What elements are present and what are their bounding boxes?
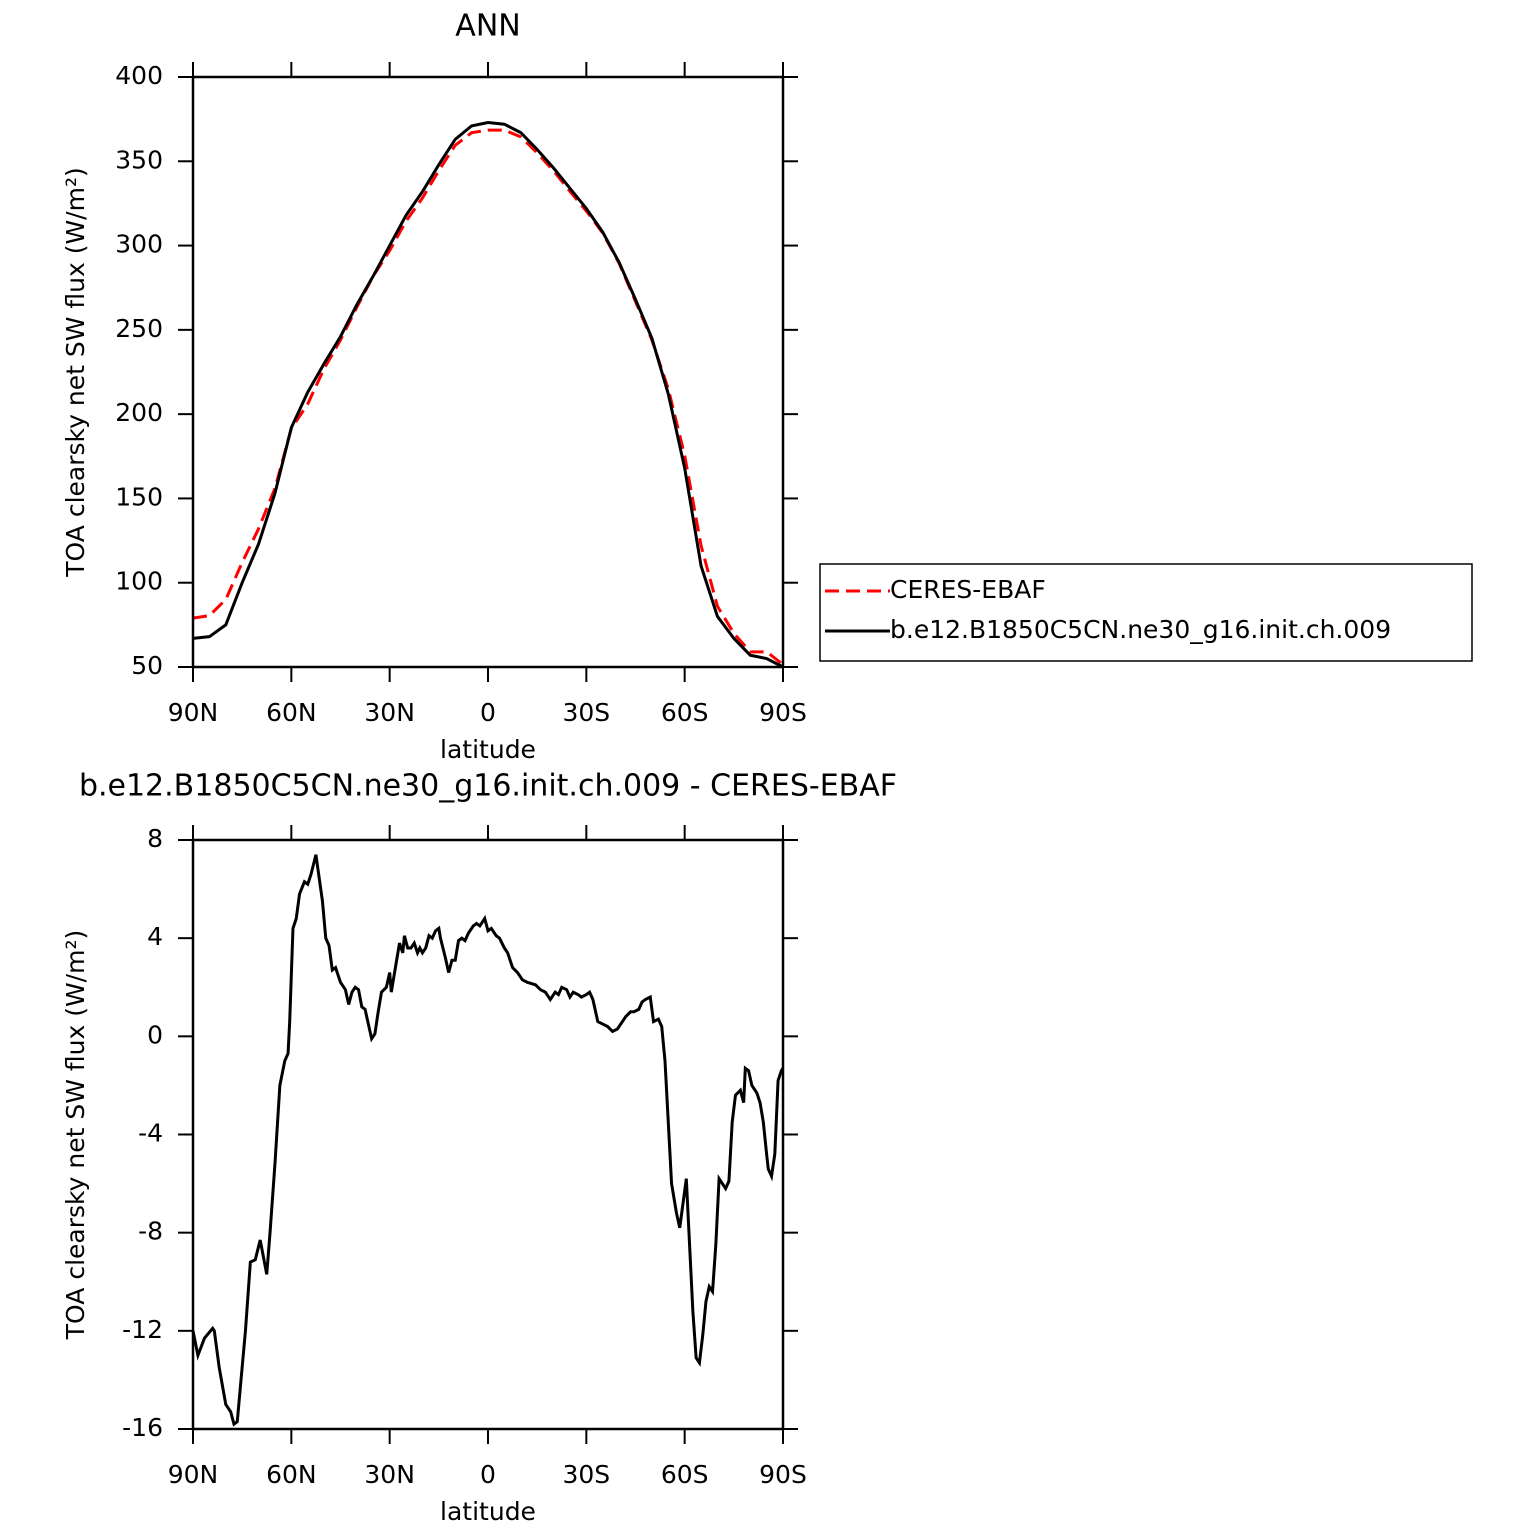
y-tick-label: 8 [147,824,163,853]
x-axis-label: latitude [440,735,536,764]
y-tick-label: 350 [115,145,163,174]
y-tick-label: -8 [138,1217,163,1246]
legend-box [819,563,1473,662]
plot-frame [191,838,785,1431]
x-tick-label: 90S [759,698,807,727]
x-tick-label: 90S [759,1460,807,1489]
y-tick-label: 200 [115,398,163,427]
x-tick-label: 30S [562,1460,610,1489]
x-tick-label: 0 [480,1460,496,1489]
y-tick-label: 4 [147,922,163,951]
data-line [191,854,785,1427]
y-axis-label: TOA clearsky net SW flux (W/m²) [61,167,90,577]
chart-title: ANN [455,9,520,44]
x-tick-label: 30N [364,698,415,727]
y-tick-label: 50 [131,651,163,680]
y-tick-label: -12 [122,1315,163,1344]
y-tick-label: 300 [115,230,163,259]
x-tick-label: 60N [266,1460,317,1489]
y-tick-label: -4 [138,1119,163,1148]
y-tick-label: 250 [115,314,163,343]
x-tick-label: 0 [480,698,496,727]
chart-title: b.e12.B1850C5CN.ne30_g16.init.ch.009 - C… [79,769,897,804]
x-tick-label: 60N [266,698,317,727]
x-tick-label: 60S [661,698,709,727]
x-tick-label: 60S [661,1460,709,1489]
legend-label: CERES-EBAF [890,575,1046,604]
y-tick-label: 400 [115,61,163,90]
y-tick-label: -16 [122,1413,163,1442]
data-line [192,120,784,669]
data-line [192,128,784,666]
y-tick-label: 100 [115,567,163,596]
plot-frame [191,75,785,669]
x-tick-label: 90N [168,698,219,727]
y-tick-label: 150 [115,482,163,511]
y-tick-label: 0 [147,1020,163,1049]
x-tick-label: 30N [364,1460,415,1489]
x-tick-label: 90N [168,1460,219,1489]
y-axis-label: TOA clearsky net SW flux (W/m²) [61,930,90,1340]
legend-label: b.e12.B1850C5CN.ne30_g16.init.ch.009 [890,615,1391,644]
x-tick-label: 30S [562,698,610,727]
x-axis-label: latitude [440,1497,536,1526]
